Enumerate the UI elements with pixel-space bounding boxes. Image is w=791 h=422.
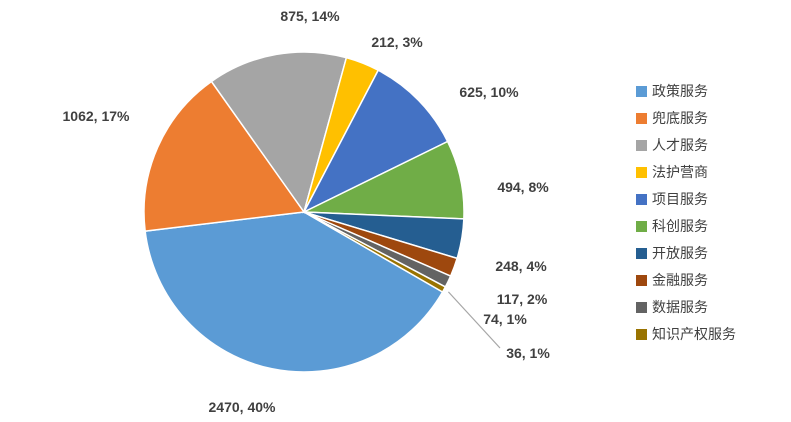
legend-item: 开放服务	[636, 244, 736, 263]
label-leader-line	[447, 291, 501, 349]
pie-slice	[210, 51, 348, 214]
legend-swatch	[636, 302, 647, 313]
legend-label: 法护营商	[652, 164, 708, 180]
data-label: 494, 8%	[497, 179, 549, 195]
legend-item: 科创服务	[636, 217, 736, 236]
pie-slice	[144, 211, 444, 373]
legend-label: 科创服务	[652, 218, 708, 234]
legend-label: 兜底服务	[652, 110, 708, 126]
data-label: 248, 4%	[495, 258, 547, 274]
legend-swatch	[636, 194, 647, 205]
legend-swatch	[636, 275, 647, 286]
data-label: 2470, 40%	[209, 399, 276, 415]
data-label: 625, 10%	[459, 84, 519, 100]
legend-item: 人才服务	[636, 136, 736, 155]
legend-item: 知识产权服务	[636, 325, 736, 344]
legend-swatch	[636, 221, 647, 232]
legend-swatch	[636, 329, 647, 340]
data-label: 875, 14%	[280, 8, 340, 24]
data-label: 212, 3%	[371, 34, 423, 50]
data-label: 74, 1%	[483, 311, 527, 327]
legend-item: 法护营商	[636, 163, 736, 182]
pie-slice	[303, 211, 447, 294]
legend-swatch	[636, 86, 647, 97]
pie-slice	[143, 80, 306, 233]
pie-slice	[302, 69, 449, 214]
legend-item: 兜底服务	[636, 109, 736, 128]
legend-label: 开放服务	[652, 245, 708, 261]
legend-label: 数据服务	[652, 299, 708, 315]
legend-swatch	[636, 248, 647, 259]
legend-label: 知识产权服务	[652, 326, 736, 342]
data-label: 36, 1%	[506, 345, 550, 361]
legend-swatch	[636, 113, 647, 124]
legend-swatch	[636, 167, 647, 178]
legend-label: 金融服务	[652, 272, 708, 288]
data-label: 117, 2%	[497, 291, 548, 307]
legend-swatch	[636, 140, 647, 151]
legend-item: 数据服务	[636, 298, 736, 317]
legend-item: 政策服务	[636, 82, 736, 101]
legend-label: 政策服务	[652, 83, 708, 99]
legend-item: 金融服务	[636, 271, 736, 290]
chart-legend: 政策服务兜底服务人才服务法护营商项目服务科创服务开放服务金融服务数据服务知识产权…	[636, 82, 736, 344]
data-label: 1062, 17%	[63, 108, 130, 124]
legend-label: 项目服务	[652, 191, 708, 207]
legend-item: 项目服务	[636, 190, 736, 209]
legend-label: 人才服务	[652, 137, 708, 153]
